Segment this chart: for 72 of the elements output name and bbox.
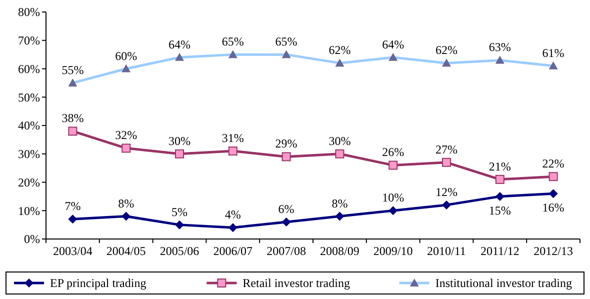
data-label: 8%	[332, 196, 348, 210]
data-label: 16%	[542, 200, 564, 215]
data-label: 27%	[436, 142, 458, 156]
y-tick-label: 20%	[18, 175, 40, 190]
data-label: 62%	[328, 43, 351, 58]
x-tick-label: 2003/04	[53, 244, 92, 258]
point	[228, 223, 238, 232]
data-label: 21%	[488, 159, 511, 174]
x-tick-label: 2007/08	[266, 244, 306, 258]
point	[495, 192, 504, 201]
point	[388, 160, 398, 170]
data-label: 6%	[278, 202, 294, 216]
x-tick-label: 2012/13	[534, 244, 573, 258]
x-tick-label: 2010/11	[427, 244, 466, 258]
point	[175, 149, 184, 158]
y-tick-label: 40%	[18, 118, 40, 133]
data-label: 38%	[62, 111, 84, 126]
data-label: 7%	[64, 199, 81, 214]
point	[548, 189, 558, 198]
point	[548, 172, 558, 182]
point	[175, 220, 184, 230]
data-label: 55%	[62, 62, 84, 77]
legend-label: Institutional investor trading	[435, 276, 572, 290]
data-label: 5%	[172, 204, 188, 219]
y-tick-label: 70%	[18, 34, 40, 48]
point	[122, 212, 131, 221]
x-tick-label: 2008/09	[320, 244, 360, 258]
point	[335, 149, 344, 158]
data-label: 31%	[222, 131, 244, 146]
legend-label: Retail investor trading	[242, 276, 350, 290]
point	[282, 217, 291, 226]
x-tick-label: 2006/07	[213, 244, 253, 258]
data-label: 4%	[224, 208, 241, 222]
point	[282, 152, 291, 162]
data-label: 62%	[436, 43, 458, 58]
point	[388, 206, 398, 216]
y-tick-label: 30%	[18, 147, 40, 162]
point	[122, 144, 131, 153]
data-label: 15%	[488, 203, 511, 218]
point	[68, 214, 78, 224]
y-tick-label: 60%	[18, 62, 40, 76]
legend-label: EP principal trading	[50, 276, 146, 290]
data-label: 8%	[118, 196, 134, 210]
data-label: 12%	[436, 184, 458, 199]
data-label: 64%	[168, 37, 190, 52]
point	[442, 158, 451, 167]
data-label: 22%	[542, 156, 564, 171]
y-tick-label: 80%	[18, 5, 40, 20]
point	[442, 200, 451, 210]
data-label: 65%	[222, 34, 244, 49]
y-tick-label: 10%	[18, 204, 40, 218]
data-label: 61%	[542, 46, 564, 60]
point	[335, 212, 344, 221]
y-tick-label: 0%	[24, 232, 40, 246]
x-tick-label: 2009/10	[373, 244, 413, 258]
data-label: 32%	[115, 128, 138, 142]
x-tick-label: 2004/05	[106, 244, 146, 258]
data-label: 10%	[382, 190, 404, 205]
point	[68, 126, 78, 136]
point	[228, 146, 238, 156]
data-label: 30%	[328, 134, 351, 148]
y-tick-label: 50%	[18, 90, 40, 104]
data-label: 63%	[488, 40, 511, 54]
point	[495, 174, 504, 184]
data-label: 64%	[382, 37, 404, 52]
data-label: 26%	[382, 145, 404, 160]
data-label: 60%	[115, 48, 138, 63]
x-tick-label: 2011/12	[480, 244, 520, 258]
data-label: 65%	[275, 34, 298, 49]
data-label: 30%	[168, 134, 190, 148]
data-label: 29%	[275, 136, 298, 151]
x-tick-label: 2005/06	[160, 244, 200, 258]
